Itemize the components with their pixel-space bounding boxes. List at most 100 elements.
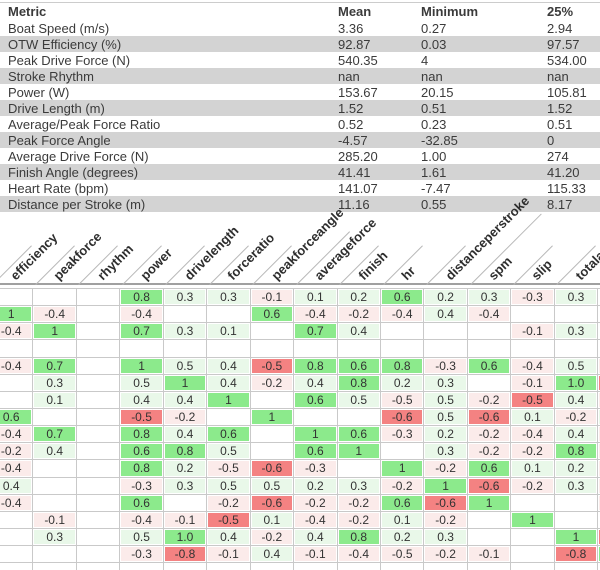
corr-cell xyxy=(32,407,77,427)
corr-cell: -0.4 xyxy=(119,510,164,529)
stats-row: Average Drive Force (N) 285.20 1.00 274 xyxy=(0,148,600,164)
corr-cell: -0.3 xyxy=(119,545,164,564)
stat-value-cell: 534.00 xyxy=(547,52,587,68)
corr-cell: 1 xyxy=(466,493,512,512)
corr-cell xyxy=(336,459,381,478)
corr-row: 1 -0.4 -0.4 0.6 -0.4 -0.2 -0.4 0.4 -0.4 xyxy=(0,305,600,324)
corr-cell: -0.4 xyxy=(0,493,34,512)
corr-cell: -0.1 xyxy=(466,545,512,564)
corr-cell: 0.1 xyxy=(293,287,338,307)
corr-cell: 0.5 xyxy=(119,373,164,392)
corr-cell: -0.8 xyxy=(553,545,599,564)
corr-cell xyxy=(249,322,295,341)
corr-cell: 0.2 xyxy=(336,287,381,307)
corr-cell: 0.3 xyxy=(32,373,77,392)
corr-cell: -0.5 xyxy=(206,510,251,529)
corr-cell xyxy=(162,493,208,512)
metric-name-cell: Average/Peak Force Ratio xyxy=(8,116,161,132)
corr-cell: -0.5 xyxy=(119,407,164,427)
corr-row: -0.1 -0.4 -0.1 -0.5 0.1 -0.4 -0.2 0.1 -0.2 1 xyxy=(0,510,600,529)
corr-cell: -0.5 xyxy=(206,459,251,478)
corr-cell: 0.6 xyxy=(0,407,34,427)
corr-cell: 0.3 xyxy=(32,527,77,547)
corr-cell: -0.2 xyxy=(0,442,34,461)
corr-cell: -0.8 xyxy=(162,545,208,564)
corr-cell xyxy=(553,339,599,358)
corr-cell: 0.4 xyxy=(206,356,251,375)
corr-cell: 0.6 xyxy=(119,442,164,461)
stats-row: Peak Drive Force (N) 540.35 4 534.00 xyxy=(0,52,600,68)
corr-cell xyxy=(0,339,34,358)
corr-cell: 0.5 xyxy=(206,476,251,495)
stat-value-cell: 0 xyxy=(547,132,555,148)
stat-value-cell: 1.52 xyxy=(547,100,573,116)
metric-name-cell: Stroke Rhythm xyxy=(8,68,94,84)
corr-cell: -0.4 xyxy=(379,305,425,324)
stat-value-cell: -32.85 xyxy=(421,132,458,148)
corr-cell: -0.6 xyxy=(423,493,468,512)
corr-row: 0.4 -0.3 0.3 0.5 0.5 0.2 0.3 -0.2 1 -0.6 -0.2 0.3 xyxy=(0,476,600,495)
corr-cell: 0.6 xyxy=(249,305,295,324)
corr-cell xyxy=(510,305,555,324)
corr-cell: -0.1 xyxy=(32,510,77,529)
corr-cell xyxy=(75,545,121,564)
corr-cell xyxy=(75,527,121,547)
corr-cell: 0.8 xyxy=(119,425,164,444)
corr-cell xyxy=(379,322,425,341)
corr-cell: 0.2 xyxy=(423,425,468,444)
corr-cell: 0.1 xyxy=(32,390,77,409)
corr-cell: 1.0 xyxy=(553,373,599,392)
corr-cell: -0.3 xyxy=(293,459,338,478)
corr-cell xyxy=(510,527,555,547)
corr-cell xyxy=(466,373,512,392)
stat-value-cell: 2.94 xyxy=(547,20,573,36)
corr-cell: 0.5 xyxy=(206,442,251,461)
corr-cell: 1 xyxy=(249,407,295,427)
corr-cell xyxy=(75,305,121,324)
corr-cell: 0.7 xyxy=(119,322,164,341)
corr-cell: -0.2 xyxy=(466,390,512,409)
corr-cell xyxy=(75,390,121,409)
corr-cell: -0.6 xyxy=(466,407,512,427)
stat-value-cell: 92.87 xyxy=(338,36,371,52)
stat-value-cell: 1.52 xyxy=(338,100,364,116)
corr-row: -0.3 -0.8 -0.1 0.4 -0.1 -0.4 -0.5 -0.2 -0.1 -0.8 xyxy=(0,545,600,564)
corr-cell: 1 xyxy=(336,442,381,461)
stat-value-cell: 8.17 xyxy=(547,196,573,212)
stat-value-cell: 0.51 xyxy=(421,100,447,116)
corr-cell: -0.2 xyxy=(466,442,512,461)
corr-cell: 0.4 xyxy=(162,390,208,409)
corr-header-tick-line xyxy=(382,245,423,285)
corr-cell: 0.3 xyxy=(206,287,251,307)
stat-value-cell: 0.03 xyxy=(421,36,447,52)
corr-cell xyxy=(32,339,77,358)
corr-cell: 1 xyxy=(379,459,425,478)
corr-cell: -0.2 xyxy=(336,493,381,512)
corr-cell: -0.3 xyxy=(510,287,555,307)
corr-cell xyxy=(336,562,381,570)
stats-row: Power (W) 153.67 20.15 105.81 xyxy=(0,84,600,100)
corr-cell xyxy=(336,339,381,358)
corr-cell xyxy=(75,322,121,341)
stat-value-cell: 41.41 xyxy=(338,164,371,180)
corr-cell: 0.3 xyxy=(553,476,599,495)
corr-cell xyxy=(206,305,251,324)
stat-value-cell: 0.52 xyxy=(338,116,364,132)
stats-col-header: Metric xyxy=(8,4,47,19)
metric-name-cell: OTW Efficiency (%) xyxy=(8,36,122,52)
stat-value-cell: 0.55 xyxy=(421,196,447,212)
stats-table-body: Boat Speed (m/s) 3.36 0.27 2.94 OTW Efficien… xyxy=(0,20,600,212)
correlation-top-border-line xyxy=(0,283,600,285)
corr-cell xyxy=(0,287,34,307)
corr-cell: -0.4 xyxy=(466,305,512,324)
corr-cell: 0.3 xyxy=(553,287,599,307)
corr-cell: -0.4 xyxy=(0,425,34,444)
corr-cell xyxy=(249,442,295,461)
corr-cell: -0.4 xyxy=(32,305,77,324)
stat-value-cell: 41.20 xyxy=(547,164,580,180)
corr-cell: 0.3 xyxy=(162,476,208,495)
corr-cell xyxy=(423,339,468,358)
corr-cell: 0.3 xyxy=(423,373,468,392)
corr-cell: 0.7 xyxy=(293,322,338,341)
corr-cell xyxy=(249,425,295,444)
